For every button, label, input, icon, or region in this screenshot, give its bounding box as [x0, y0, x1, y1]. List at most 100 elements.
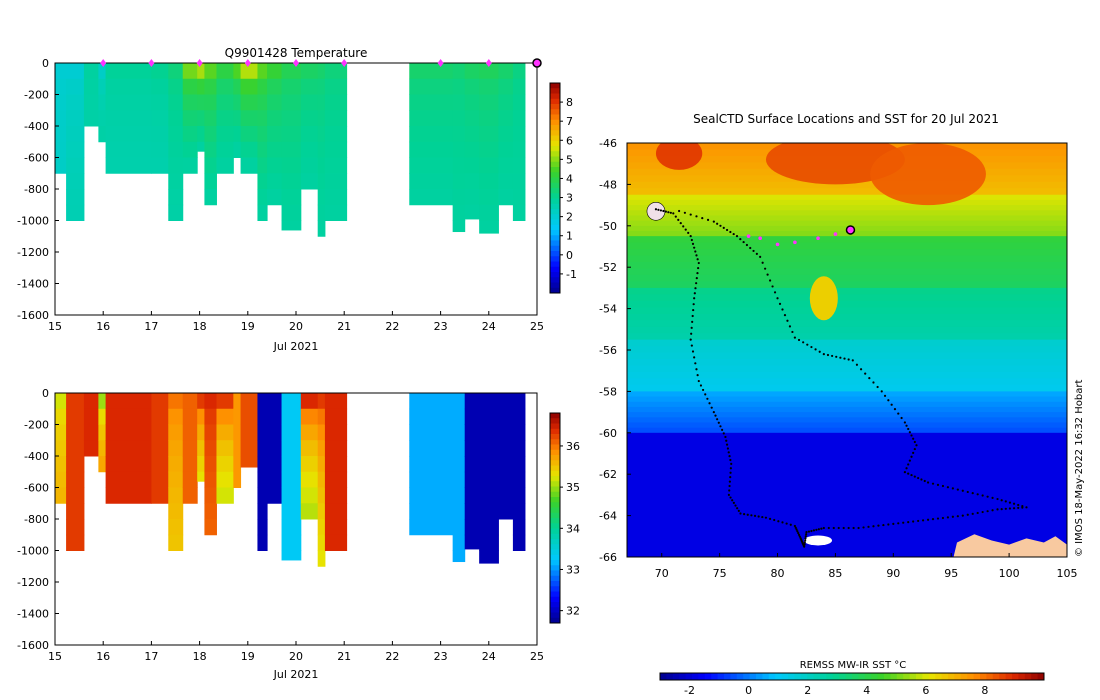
- profile-cell: [66, 408, 85, 425]
- track-point: [757, 515, 760, 518]
- track-point: [981, 510, 984, 514]
- profile-cell: [281, 78, 302, 95]
- profile-cell: [216, 94, 234, 111]
- colorbar-segment: [550, 507, 560, 514]
- profile-cell: [55, 487, 67, 504]
- profile-cell: [168, 94, 184, 111]
- profile-cell: [464, 393, 480, 410]
- track-point: [847, 526, 850, 530]
- sst-band: [627, 287, 1067, 295]
- x-tick-label: 20: [289, 650, 303, 663]
- sst-colorbar-label: REMSS MW-IR SST °C: [800, 660, 907, 671]
- track-point: [803, 541, 806, 544]
- profile-cell: [182, 94, 198, 111]
- recent-position: [833, 232, 838, 236]
- track-point: [966, 490, 969, 494]
- profile-cell: [168, 534, 184, 551]
- profile-cell: [324, 141, 348, 158]
- profile-cell: [182, 63, 198, 80]
- position-marker: [293, 59, 299, 67]
- sst-colorbar: -2 0 2 4 6 8: [659, 672, 1045, 697]
- track-point: [996, 497, 999, 501]
- colorbar-segment: [666, 673, 674, 680]
- profile-cell: [324, 424, 348, 441]
- colorbar-segment: [916, 673, 923, 680]
- profile-cell: [197, 424, 205, 441]
- track-point: [701, 217, 704, 220]
- colorbar-tick-label: 8: [981, 684, 988, 697]
- colorbar-tick-label: 2: [804, 684, 811, 697]
- profile-cell: [83, 94, 99, 111]
- colorbar-segment: [909, 673, 917, 680]
- x-tick-label: 16: [96, 320, 110, 333]
- profile-cell: [512, 456, 526, 473]
- profile-cell: [300, 487, 319, 504]
- profile-cell: [257, 63, 268, 80]
- colorbar-tick-label: 35: [566, 481, 580, 494]
- track-point: [768, 279, 772, 282]
- lon-tick-label: 100: [999, 567, 1020, 580]
- colorbar-segment: [550, 439, 560, 445]
- profile-cell: [281, 110, 302, 127]
- profile-cell: [317, 126, 326, 143]
- track-point: [991, 509, 994, 512]
- profile-cell: [498, 141, 514, 158]
- track-point: [981, 494, 984, 497]
- profile-cell: [479, 126, 499, 143]
- colorbar-segment: [550, 203, 560, 210]
- track-point: [692, 303, 695, 306]
- temperature-colorbar: 8 7 6 5 4 3 2 1 0 -1: [549, 82, 577, 294]
- profile-cell: [464, 110, 480, 127]
- track-point: [693, 356, 696, 359]
- profile-cell: [105, 94, 152, 111]
- profile-cell: [66, 173, 85, 190]
- profile-cell: [257, 204, 268, 221]
- x-tick-label: 18: [193, 320, 207, 333]
- temperature-x-label: Jul 2021: [273, 340, 319, 353]
- colorbar-segment: [550, 491, 560, 498]
- colorbar-segment: [550, 156, 560, 163]
- profile-cell: [300, 393, 319, 410]
- profile-cell: [151, 456, 169, 473]
- colorbar-segment: [679, 673, 687, 680]
- track-point: [699, 384, 703, 387]
- colorbar-segment: [550, 88, 560, 94]
- colorbar-segment: [1037, 673, 1045, 680]
- y-tick-label: 0: [42, 387, 49, 400]
- colorbar-segment: [550, 98, 560, 105]
- profile-cell: [216, 408, 234, 425]
- x-tick-label: 23: [434, 650, 448, 663]
- colorbar-segment: [550, 544, 560, 550]
- sst-band: [627, 412, 1067, 418]
- track-point: [725, 228, 729, 232]
- profile-cell: [55, 471, 67, 488]
- temperature-x-ticks: 15 16 17 18 19 20 21 22 23 24 25: [48, 311, 544, 333]
- track-point: [719, 224, 722, 227]
- track-point: [729, 458, 732, 462]
- profile-cell: [512, 78, 526, 95]
- profile-cell: [498, 408, 514, 425]
- track-point: [1004, 507, 1007, 510]
- profile-cell: [216, 78, 234, 95]
- track-point: [694, 362, 697, 365]
- profile-cell: [452, 78, 466, 95]
- track-point: [887, 399, 890, 402]
- colorbar-segment: [550, 476, 560, 482]
- profile-cell: [197, 408, 205, 425]
- profile-cell: [512, 63, 526, 80]
- sst-band: [627, 432, 1067, 449]
- colorbar-segment: [550, 182, 560, 189]
- x-tick-label: 17: [144, 320, 158, 333]
- track-point: [714, 414, 717, 417]
- profile-cell: [300, 141, 319, 158]
- profile-cell: [324, 519, 348, 536]
- profile-cell: [479, 110, 499, 127]
- profile-cell: [182, 471, 198, 488]
- profile-cell: [151, 141, 169, 158]
- track-point: [926, 481, 930, 484]
- track-point: [781, 308, 784, 311]
- colorbar-segment: [550, 596, 560, 603]
- track-point: [776, 297, 779, 300]
- profile-cell: [324, 204, 348, 221]
- profile-cell: [83, 408, 99, 425]
